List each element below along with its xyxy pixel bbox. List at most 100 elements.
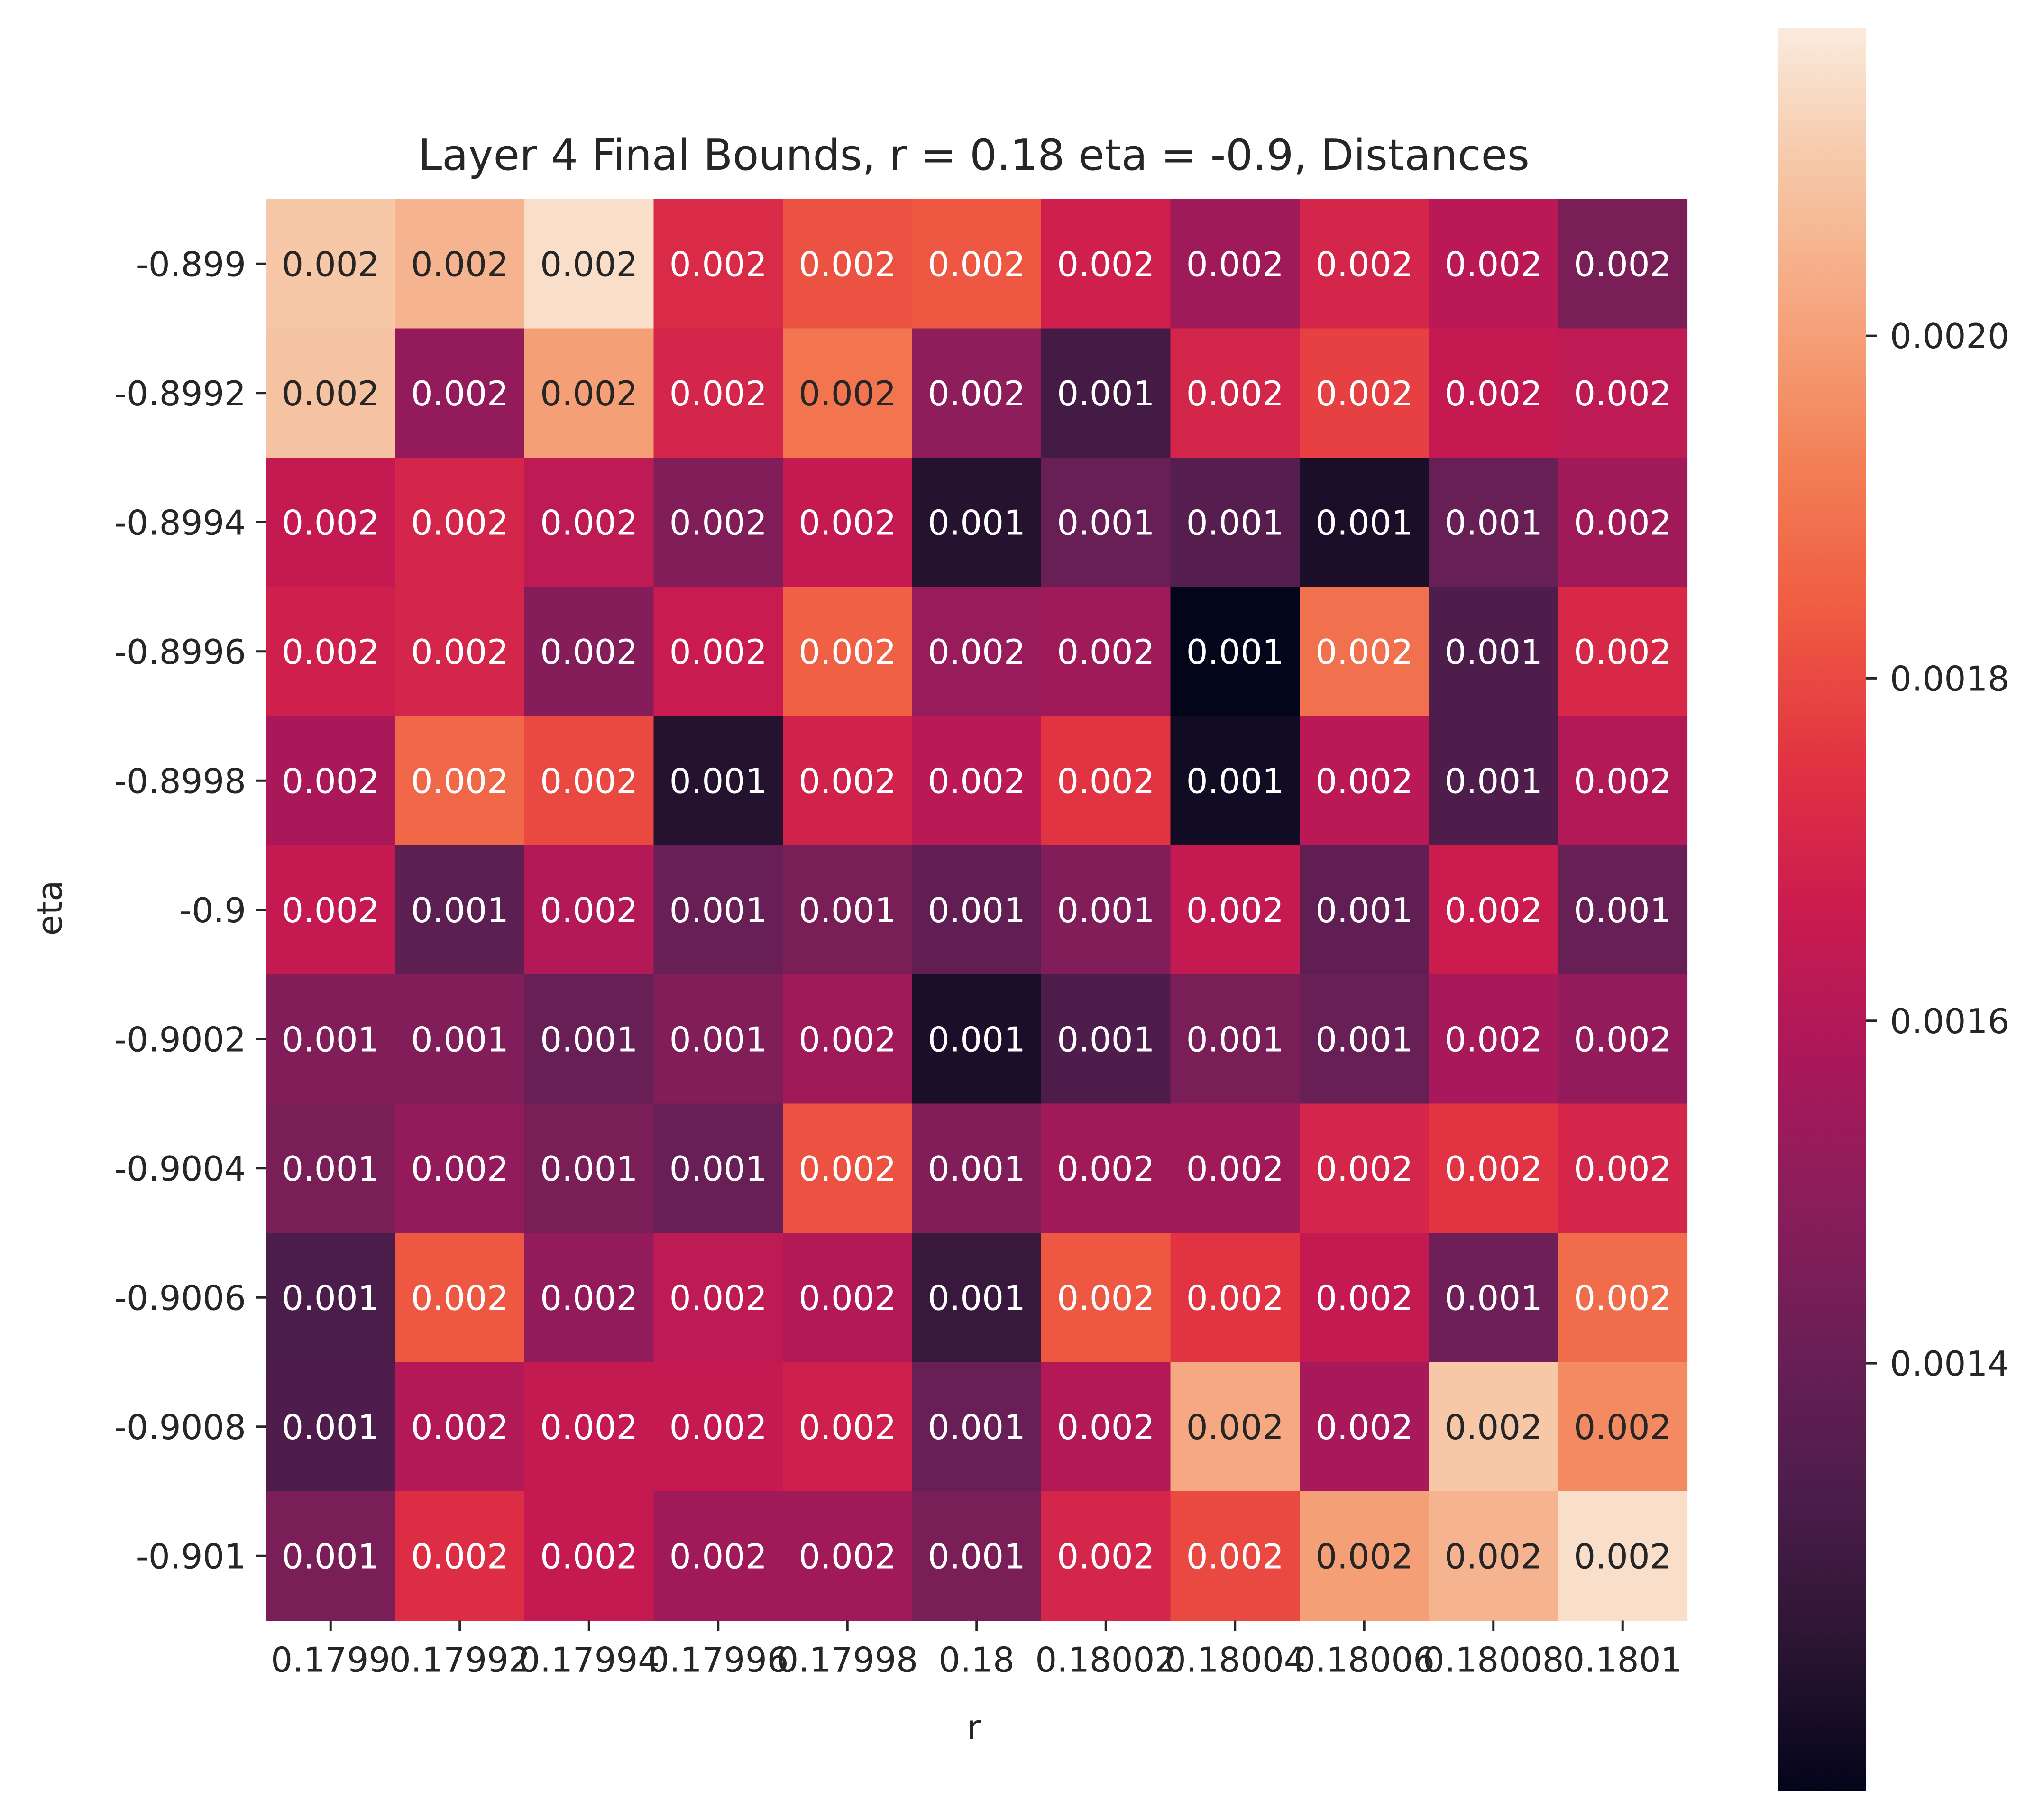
cell-value-label: 0.001 <box>1057 503 1155 542</box>
heatmap-cell <box>266 1491 396 1621</box>
cell-value-label: 0.001 <box>1445 761 1542 801</box>
cell-value-label: 0.001 <box>669 1019 767 1059</box>
heatmap-cell <box>653 199 783 329</box>
heatmap-cell <box>1558 199 1688 329</box>
heatmap-cell <box>1041 1362 1171 1492</box>
colorbar: 0.0014 0.0016 0.0018 0.0020 <box>1778 28 2009 1791</box>
cell-value-label: 0.002 <box>1186 1407 1284 1447</box>
cell-value-label: 0.002 <box>411 1149 509 1189</box>
heatmap-cell <box>1300 845 1430 975</box>
cell-value-label: 0.002 <box>1057 1149 1155 1189</box>
heatmap-cell <box>266 845 396 975</box>
colorbar-tick-label: 0.0020 <box>1890 316 2009 356</box>
cell-value-label: 0.002 <box>1445 1149 1542 1189</box>
heatmap-cell <box>1170 845 1300 975</box>
chart-title: Layer 4 Final Bounds, r = 0.18 eta = -0.… <box>418 130 1530 180</box>
cell-value-label: 0.001 <box>798 891 896 930</box>
cell-value-label: 0.001 <box>1315 891 1413 930</box>
cell-value-label: 0.002 <box>1574 1407 1671 1447</box>
cell-value-label: 0.002 <box>669 1536 767 1576</box>
heatmap-cell <box>524 199 654 329</box>
cell-value-label: 0.002 <box>928 244 1026 284</box>
cell-value-label: 0.002 <box>798 503 896 542</box>
cell-value-label: 0.002 <box>540 891 638 930</box>
cell-value-label: 0.001 <box>1186 503 1284 542</box>
cell-value-label: 0.002 <box>1057 1407 1155 1447</box>
cell-value-label: 0.001 <box>1574 891 1671 930</box>
y-tick-label: -0.9004 <box>114 1149 246 1189</box>
heatmap-cell <box>1558 716 1688 846</box>
x-tick-label: 0.17998 <box>777 1640 918 1680</box>
cell-value-label: 0.002 <box>1574 244 1671 284</box>
heatmap-cell <box>912 845 1042 975</box>
cell-value-label: 0.001 <box>1186 761 1284 801</box>
cell-value-label: 0.001 <box>928 1149 1026 1189</box>
heatmap-cell <box>266 199 396 329</box>
heatmap-cell <box>524 328 654 458</box>
cell-value-label: 0.002 <box>669 244 767 284</box>
heatmap-cell <box>1041 328 1171 458</box>
heatmap-cell <box>395 587 525 716</box>
heatmap-cell <box>1170 1491 1300 1621</box>
cell-value-label: 0.002 <box>928 632 1026 672</box>
cell-value-label: 0.002 <box>798 1149 896 1189</box>
heatmap-cell <box>1558 1362 1688 1492</box>
heatmap-cell <box>912 1362 1042 1492</box>
cell-value-label: 0.002 <box>928 374 1026 413</box>
heatmap-cell <box>1041 1233 1171 1363</box>
cell-value-label: 0.002 <box>1315 632 1413 672</box>
cell-value-label: 0.002 <box>798 1407 896 1447</box>
cell-value-label: 0.002 <box>798 761 896 801</box>
cell-value-label: 0.001 <box>282 1019 379 1059</box>
y-tick-label: -0.9002 <box>114 1019 246 1059</box>
heatmap-cell <box>783 1233 913 1363</box>
heatmap-cell <box>1429 199 1558 329</box>
heatmap-cell <box>266 1103 396 1233</box>
cell-value-label: 0.002 <box>411 1536 509 1576</box>
cell-value-label: 0.002 <box>669 374 767 413</box>
cell-value-label: 0.002 <box>1574 1536 1671 1576</box>
heatmap-cell <box>783 1491 913 1621</box>
cell-value-label: 0.002 <box>1057 1278 1155 1318</box>
cell-value-label: 0.001 <box>669 1149 767 1189</box>
heatmap-cell <box>1041 458 1171 588</box>
cell-value-label: 0.002 <box>1186 891 1284 930</box>
cell-value-label: 0.002 <box>1445 374 1542 413</box>
heatmap-cell <box>395 974 525 1104</box>
heatmap-cell <box>1041 974 1171 1104</box>
cell-value-label: 0.001 <box>928 1019 1026 1059</box>
cell-value-label: 0.002 <box>282 761 379 801</box>
y-tick-label: -0.9006 <box>114 1278 246 1318</box>
cell-value-label: 0.002 <box>540 503 638 542</box>
heatmap-cell <box>1170 587 1300 716</box>
cell-value-label: 0.001 <box>1057 374 1155 413</box>
heatmap-cell <box>1558 1233 1688 1363</box>
heatmap-cell <box>395 1103 525 1233</box>
y-axis: -0.899 -0.8992 -0.8994 -0.8996 -0.8998 -0.9 -0… <box>114 244 266 1576</box>
cell-value-label: 0.002 <box>411 632 509 672</box>
heatmap-cell <box>1041 587 1171 716</box>
x-tick-label: 0.17994 <box>518 1640 660 1680</box>
heatmap-cell <box>266 716 396 846</box>
x-tick-label: 0.17996 <box>648 1640 789 1680</box>
x-tick-label: 0.18008 <box>1423 1640 1564 1680</box>
x-tick-label: 0.18 <box>939 1640 1015 1680</box>
cell-value-label: 0.002 <box>1445 1407 1542 1447</box>
y-tick-label: -0.8992 <box>114 374 246 413</box>
heatmap-cell <box>1429 458 1558 588</box>
heatmap-cells <box>266 199 1688 1621</box>
heatmap-cell <box>653 328 783 458</box>
cell-value-label: 0.002 <box>1057 761 1155 801</box>
y-tick-label: -0.9 <box>180 891 246 930</box>
heatmap-cell <box>1170 328 1300 458</box>
heatmap-cell <box>1041 845 1171 975</box>
cell-value-label: 0.002 <box>1315 1149 1413 1189</box>
heatmap-cell <box>524 1491 654 1621</box>
heatmap-cell <box>395 328 525 458</box>
heatmap-cell <box>395 1491 525 1621</box>
cell-value-label: 0.001 <box>1315 1019 1413 1059</box>
cell-value-label: 0.001 <box>282 1536 379 1576</box>
cell-value-label: 0.002 <box>669 503 767 542</box>
cell-value-label: 0.001 <box>411 891 509 930</box>
